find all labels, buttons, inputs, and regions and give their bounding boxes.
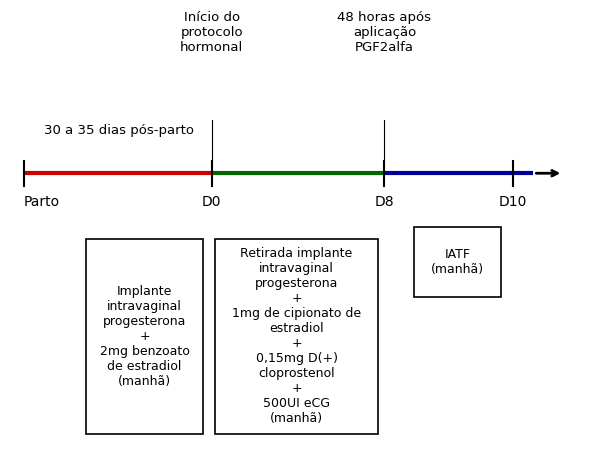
Text: 48 horas após
aplicação
PGF2alfa: 48 horas após aplicação PGF2alfa	[337, 11, 432, 54]
FancyBboxPatch shape	[215, 238, 378, 434]
Text: 30 a 35 dias pós-parto: 30 a 35 dias pós-parto	[44, 124, 194, 137]
Text: Parto: Parto	[24, 194, 60, 209]
Text: Início do
protocolo
hormonal: Início do protocolo hormonal	[180, 11, 243, 54]
Text: D10: D10	[498, 194, 527, 209]
FancyBboxPatch shape	[414, 227, 501, 297]
Text: D8: D8	[375, 194, 394, 209]
Text: Retirada implante
intravaginal
progesterona
+
1mg de cipionato de
estradiol
+
0,: Retirada implante intravaginal progester…	[232, 248, 361, 425]
Text: D0: D0	[202, 194, 221, 209]
Text: IATF
(manhã): IATF (manhã)	[431, 248, 484, 276]
Text: Implante
intravaginal
progesterona
+
2mg benzoato
de estradiol
(manhã): Implante intravaginal progesterona + 2mg…	[100, 285, 190, 388]
FancyBboxPatch shape	[86, 238, 203, 434]
